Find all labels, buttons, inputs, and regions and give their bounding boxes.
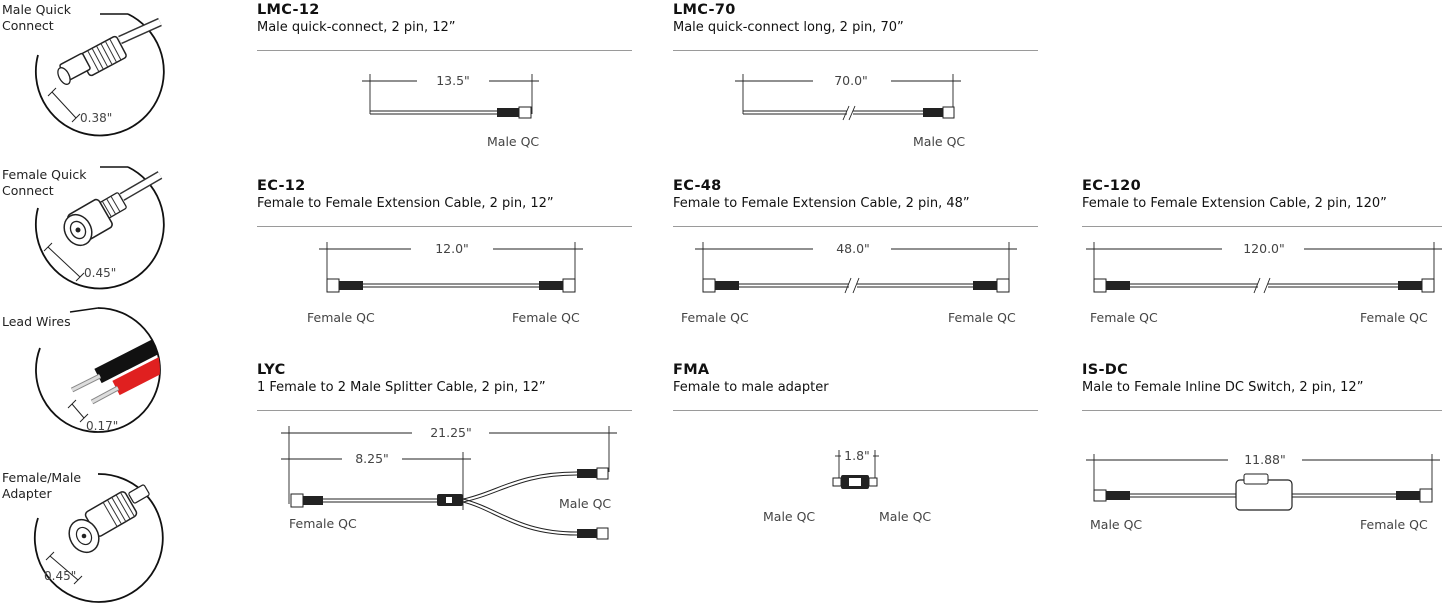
legend-label: Lead Wires [2,314,71,329]
divider [673,50,1038,51]
legend-label: Female Quick Connect [2,167,87,198]
product-code: IS-DC [1082,362,1129,378]
right-connector-label: Male QC [879,509,931,524]
product-code: EC-48 [673,178,722,194]
right-connector-label: Female QC [512,310,580,325]
male-connector-icon [577,527,609,540]
product-description: Male to Female Inline DC Switch, 2 pin, … [1082,380,1364,395]
product-description: Female to Female Extension Cable, 2 pin,… [673,196,970,211]
product-ec-12: EC-12 Female to Female Extension Cable, … [257,178,637,353]
male-quick-connect-icon: 0.38" [35,13,165,137]
product-description: Female to Female Extension Cable, 2 pin,… [257,196,554,211]
product-lmc-70: LMC-70 Male quick-connect long, 2 pin, 7… [673,2,1053,177]
length-dimension: 120.0" [1243,241,1285,256]
legend-female-male-adapter: 0.45" Female/Male Adapter [0,460,190,605]
legend-label: Male Quick Connect [2,2,71,33]
product-lyc: LYC 1 Female to 2 Male Splitter Cable, 2… [257,362,637,592]
product-ec-48: EC-48 Female to Female Extension Cable, … [673,178,1053,353]
left-connector-label: Female QC [681,310,749,325]
product-lmc-12: LMC-12 Male quick-connect, 2 pin, 12” 13… [257,2,637,177]
legend-lead-wires: 0.17" Lead Wires [0,306,190,451]
break-mark [842,105,856,121]
divider [673,410,1038,411]
product-code: LYC [257,362,286,378]
product-description: 1 Female to 2 Male Splitter Cable, 2 pin… [257,380,546,395]
right-connector-label: Female QC [948,310,1016,325]
cable-diagram: 120.0" Female QC Female QC [1086,241,1442,325]
product-code: LMC-12 [257,2,320,18]
divider [673,226,1038,227]
product-description: Male quick-connect long, 2 pin, 70” [673,20,904,35]
female-connector-icon [326,278,363,293]
divider [257,226,632,227]
product-code: EC-120 [1082,178,1141,194]
male-connector-icon [923,106,955,119]
male-connector-icon [497,106,532,119]
legend-male-quick-connect: 0.38" Male Quick Connect [0,0,190,145]
length-dimension: 48.0" [836,241,870,256]
divider [257,50,632,51]
cable-diagram: 12.0" Female QC Female QC [307,241,583,325]
product-description: Female to Female Extension Cable, 2 pin,… [1082,196,1387,211]
female-connector-icon [539,278,576,293]
product-ec-120: EC-120 Female to Female Extension Cable,… [1082,178,1452,353]
right-connector-label: Male QC [913,134,965,149]
cable-diagram: 21.25" 8.25" Female QC Male QC [281,425,617,540]
length-dimension: 11.88" [1244,452,1286,467]
male-connector-icon [1093,489,1130,502]
adapter-diagram: 1.8" Male QC Male QC [763,448,931,524]
product-code: EC-12 [257,178,306,194]
legend-label: Female/Male Adapter [2,470,82,501]
female-connector-icon [1398,278,1435,293]
right-connector-label: Female QC [1360,517,1428,532]
female-connector-icon [290,493,323,508]
product-code: LMC-70 [673,2,736,18]
female-connector-icon [1396,488,1433,503]
product-description: Female to male adapter [673,380,829,395]
right-connector-label: Male QC [487,134,539,149]
cable-diagram: 48.0" Female QC Female QC [681,241,1017,325]
length-dimension: 70.0" [834,73,868,88]
break-mark [844,277,860,294]
product-is-dc: IS-DC Male to Female Inline DC Switch, 2… [1082,362,1452,537]
legend-female-quick-connect: 0.45" Female Quick Connect [0,153,190,298]
right-connector-label: Male QC [559,496,611,511]
female-connector-icon [702,278,739,293]
left-connector-label: Male QC [1090,517,1142,532]
break-mark [1253,277,1271,294]
legend-dimension: 0.17" [86,419,118,433]
left-connector-label: Female QC [307,310,375,325]
product-code: FMA [673,362,710,378]
adapter-icon [832,475,878,489]
left-connector-label: Male QC [763,509,815,524]
left-connector-label: Female QC [1090,310,1158,325]
length-dimension: 13.5" [436,73,470,88]
legend-dimension: 0.45" [84,266,116,280]
right-connector-label: Female QC [1360,310,1428,325]
left-connector-label: Female QC [289,516,357,531]
female-connector-icon [1093,278,1130,293]
legend-dimension: 0.38" [80,111,112,125]
lead-wires-icon: 0.17" [35,307,161,433]
product-description: Male quick-connect, 2 pin, 12” [257,20,456,35]
length-dimension: 1.8" [844,448,870,463]
female-male-adapter-icon: 0.45" [33,473,164,603]
female-quick-connect-icon: 0.45" [35,166,165,290]
split-dimension: 8.25" [355,451,389,466]
male-connector-icon [577,467,609,480]
product-fma: FMA Female to male adapter 1.8" Male QC … [673,362,1053,537]
length-dimension: 12.0" [435,241,469,256]
length-dimension: 21.25" [430,425,472,440]
cable-diagram: 13.5" Male QC [362,73,539,149]
switch-cable-diagram: 11.88" Male QC Female QC [1086,452,1440,532]
female-connector-icon [973,278,1010,293]
splitter-junction-icon [437,494,463,506]
divider [1082,226,1442,227]
divider [1082,410,1442,411]
legend-dimension: 0.45" [44,569,76,583]
cable-diagram: 70.0" Male QC [735,73,965,149]
divider [257,410,632,411]
inline-switch-icon [1235,473,1293,511]
